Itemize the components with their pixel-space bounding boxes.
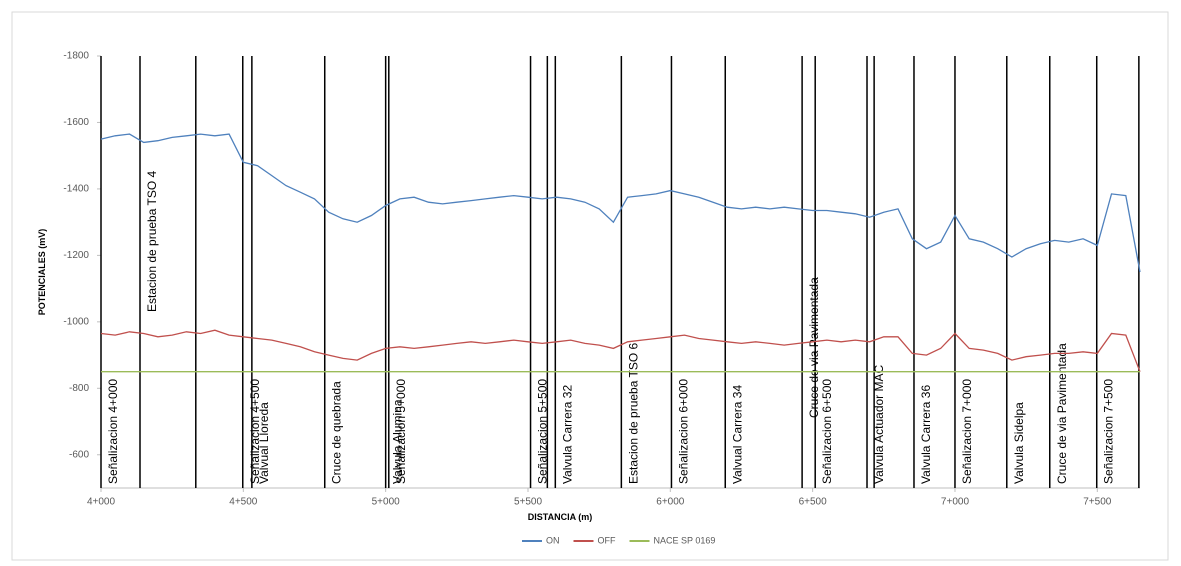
x-tick-label: 7+000: [941, 497, 970, 508]
y-tick-label: -1400: [63, 184, 89, 195]
series-line: [100, 133, 1141, 273]
x-tick-label: 5+000: [372, 497, 401, 508]
y-tick-label: -600: [69, 449, 89, 460]
annotation-label: Señalizacion 7+000: [960, 379, 974, 484]
annotation-label: Estacion de prueba TSO 4: [145, 170, 159, 312]
x-tick-label: 4+000: [87, 497, 116, 508]
y-tick-label: -1800: [63, 51, 89, 62]
y-tick-label: -1200: [63, 250, 89, 261]
annotation-label: Señalizacion 5+000: [394, 379, 408, 484]
annotation-label: Señalizacion 6+500: [820, 379, 834, 484]
y-tick-label: -1000: [63, 316, 89, 327]
annotation-label: Cruce de via Pavimentada: [807, 277, 821, 418]
annotation-label: Valvual Carrera 34: [730, 385, 744, 484]
series-line: [100, 329, 1141, 372]
x-tick-label: 6+500: [799, 497, 828, 508]
annotation-label: Estacion de prueba TSO 6: [626, 342, 640, 484]
legend-label: ON: [546, 535, 560, 545]
annotation-label: Valvula Sidelpa: [1012, 402, 1026, 484]
legend-label: OFF: [598, 535, 616, 545]
annotation-label: Señalizacion 7+500: [1102, 379, 1116, 484]
annotation-label: Valvual Lloreda: [257, 402, 271, 484]
x-tick-label: 4+500: [229, 497, 258, 508]
chart-frame: [11, 11, 1169, 561]
annotation-label: Señalizacion 5+500: [536, 379, 550, 484]
x-tick-label: 7+500: [1083, 497, 1112, 508]
annotation-label: Cruce de via Pavimentada: [1055, 343, 1069, 484]
y-axis-title: POTENCIALES (mV): [37, 229, 47, 316]
y-tick-label: -1600: [63, 117, 89, 128]
x-tick-label: 5+500: [514, 497, 543, 508]
y-tick-label: -800: [69, 383, 89, 394]
annotation-label: Valvula Actuador MAC: [872, 364, 886, 484]
annotation-label: Valvula Alumina: [391, 399, 405, 484]
x-axis-title: DISTANCIA (m): [528, 512, 593, 522]
legend-label: NACE SP 0169: [654, 535, 716, 545]
annotation-label: Valvula Carrera 36: [919, 385, 933, 484]
annotation-label: Señalizacion 6+000: [676, 379, 690, 484]
annotation-label: Señalizacion 4+000: [106, 379, 120, 484]
annotation-label: Valvula Carrera 32: [560, 385, 574, 484]
annotation-label: Cruce de quebrada: [330, 381, 344, 484]
x-tick-label: 6+000: [656, 497, 685, 508]
